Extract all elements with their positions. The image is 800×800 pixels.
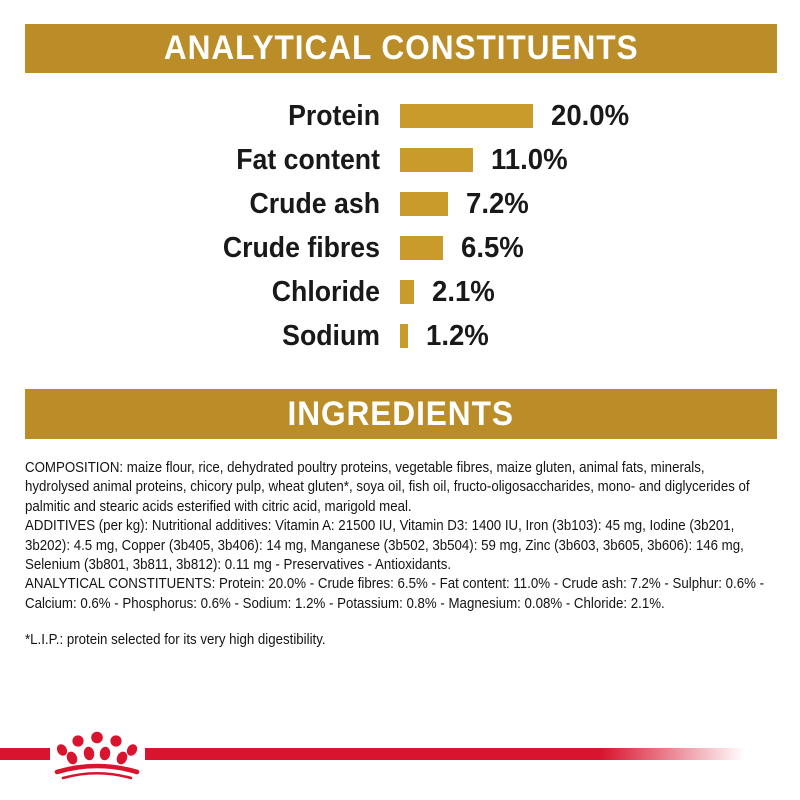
chart-bar <box>400 104 533 128</box>
chart-bar <box>400 192 448 216</box>
ingredients-banner: INGREDIENTS <box>25 389 777 439</box>
chart-value-label: 7.2% <box>465 187 529 220</box>
analytical-constituents-paragraph: ANALYTICAL CONSTITUENTS: Protein: 20.0% … <box>25 575 765 612</box>
chart-row-chloride: Chloride 2.1% <box>0 270 800 314</box>
chart-category-label: Protein <box>288 99 380 132</box>
chart-value-label: 2.1% <box>431 275 495 308</box>
chart-value-label: 1.2% <box>425 319 489 352</box>
chart-bar <box>400 280 414 304</box>
chart-value-label: 11.0% <box>491 143 568 176</box>
chart-category-label: Crude ash <box>249 187 380 220</box>
footer-red-line-right <box>145 748 745 760</box>
chart-row-crude-fibres: Crude fibres 6.5% <box>0 226 800 270</box>
chart-row-sodium: Sodium 1.2% <box>0 314 800 358</box>
chart-row-protein: Protein 20.0% <box>0 94 800 138</box>
analytical-constituents-title: ANALYTICAL CONSTITUENTS <box>163 29 639 67</box>
chart-category-label: Fat content <box>236 143 380 176</box>
chart-row-fat-content: Fat content 11.0% <box>0 138 800 182</box>
chart-bar <box>400 324 408 348</box>
royal-canin-crown-icon <box>54 731 140 780</box>
chart-row-crude-ash: Crude ash 7.2% <box>0 182 800 226</box>
chart-category-label: Sodium <box>282 319 380 352</box>
analytical-constituents-chart: Protein 20.0% Fat content 11.0% Crude ash 7.2… <box>0 94 800 358</box>
chart-value-label: 6.5% <box>461 231 525 264</box>
ingredients-text-block: COMPOSITION: maize flour, rice, dehydrat… <box>25 458 765 650</box>
chart-bar <box>400 236 444 260</box>
chart-category-label: Chloride <box>271 275 380 308</box>
footer-red-line-left <box>0 748 50 760</box>
chart-value-label: 20.0% <box>551 99 630 132</box>
analytical-constituents-banner: ANALYTICAL CONSTITUENTS <box>25 24 777 73</box>
lip-footnote: *L.I.P.: protein selected for its very h… <box>25 631 326 649</box>
composition-paragraph: COMPOSITION: maize flour, rice, dehydrat… <box>25 459 750 515</box>
additives-paragraph: ADDITIVES (per kg): Nutritional additive… <box>25 517 744 574</box>
chart-bar <box>400 148 474 172</box>
chart-category-label: Crude fibres <box>222 231 380 264</box>
ingredients-title: INGREDIENTS <box>287 394 515 433</box>
